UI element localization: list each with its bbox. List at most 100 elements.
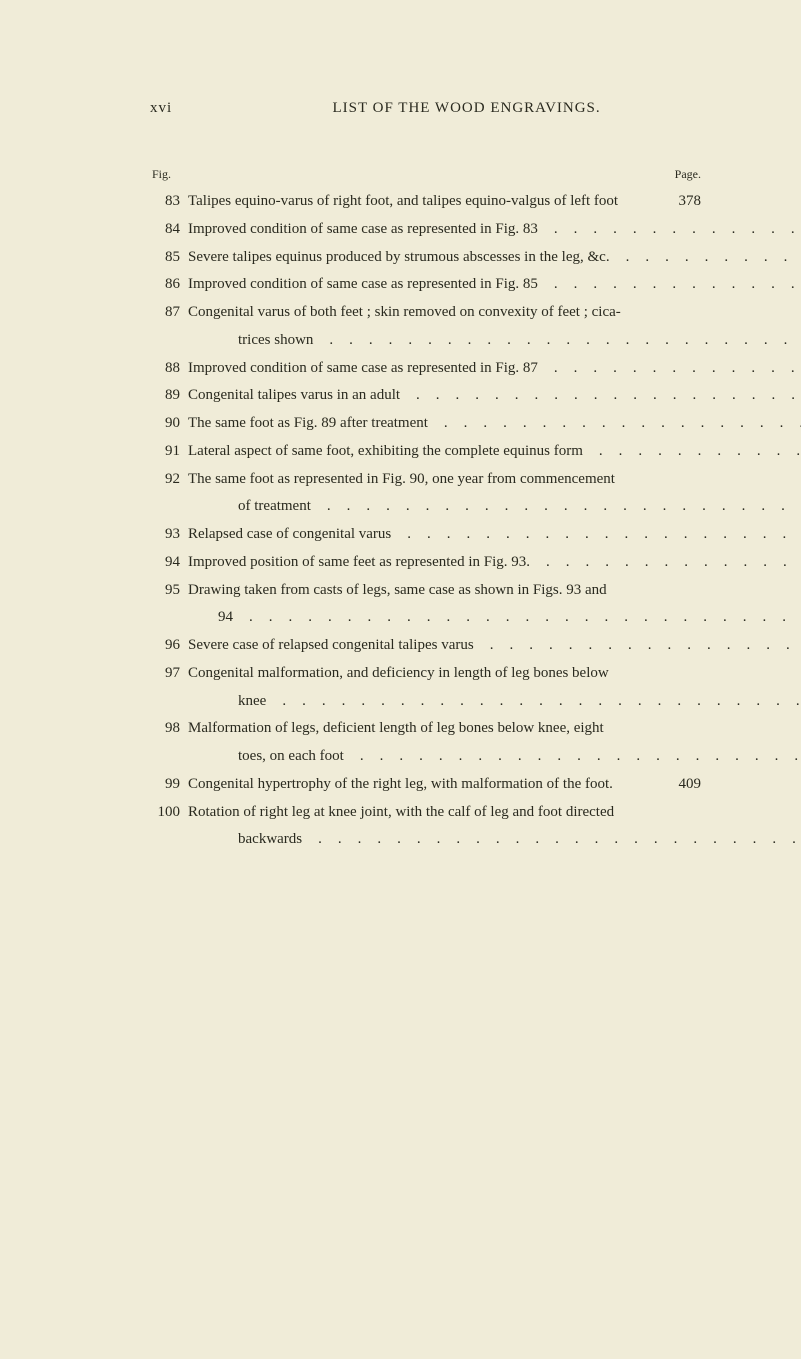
entry-line-text: knee	[238, 688, 266, 716]
entry-line-text: Talipes equino-varus of right foot, and …	[188, 188, 618, 216]
entry-line-text: Malformation of legs, deficient length o…	[188, 715, 604, 743]
entry-line: toes, on each foot......................…	[188, 743, 801, 771]
entry-line: The same foot as represented in Fig. 90,…	[188, 466, 801, 494]
entry-text: Improved condition of same case as repre…	[188, 355, 801, 383]
leader-dots: ..............................	[249, 604, 801, 632]
list-entry: 83 Talipes equino-varus of right foot, an…	[150, 188, 701, 216]
entry-text: Congenital malformation, and deficiency …	[188, 660, 801, 716]
entry-line-text: Improved position of same feet as repres…	[188, 549, 530, 577]
list-entry: 85Severe talipes equinus produced by str…	[150, 244, 701, 272]
col-header-page: Page.	[675, 167, 701, 182]
entry-line: Severe case of relapsed congenital talip…	[188, 632, 801, 660]
leader-dots: ..............................	[318, 826, 801, 854]
entry-line-text: toes, on each foot	[238, 743, 344, 771]
entry-number: 87	[150, 299, 180, 327]
entry-line-text: of treatment	[238, 493, 311, 521]
list-entry: 95Drawing taken from casts of legs, same…	[150, 577, 701, 633]
page-header: xvi LIST OF THE WOOD ENGRAVINGS.	[150, 100, 701, 117]
entry-number: 98	[150, 715, 180, 743]
leader-dots: ..............................	[329, 327, 801, 355]
leader-dots: ..............................	[546, 549, 801, 577]
entry-line: Congenital hypertrophy of the right leg,…	[188, 771, 661, 799]
entry-line: Malformation of legs, deficient length o…	[188, 715, 801, 743]
entry-text: Lateral aspect of same foot, exhibiting …	[188, 438, 801, 466]
entry-line-text: Improved condition of same case as repre…	[188, 271, 538, 299]
entry-line: Lateral aspect of same foot, exhibiting …	[188, 438, 801, 466]
entry-text: Improved condition of same case as repre…	[188, 216, 801, 244]
entry-line: The same foot as Fig. 89 after treatment…	[188, 410, 801, 438]
entry-number: 95	[150, 577, 180, 605]
entry-line: of treatment............................…	[188, 493, 801, 521]
entry-line: backwards..............................	[188, 826, 801, 854]
entry-text: Rotation of right leg at knee joint, wit…	[188, 799, 801, 855]
entry-number: 99	[150, 771, 180, 799]
entry-line-text: Congenital talipes varus in an adult	[188, 382, 400, 410]
entry-text: Relapsed case of congenital varus.......…	[188, 521, 801, 549]
entry-text: The same foot as represented in Fig. 90,…	[188, 466, 801, 522]
entry-number: 94	[150, 549, 180, 577]
entry-number: 96	[150, 632, 180, 660]
entry-line: Congenital malformation, and deficiency …	[188, 660, 801, 688]
list-entry: 86Improved condition of same case as rep…	[150, 271, 701, 299]
leader-dots: ..............................	[444, 410, 801, 438]
entry-line: Improved condition of same case as repre…	[188, 216, 801, 244]
leader-dots: ..............................	[327, 493, 801, 521]
leader-dots: ..............................	[626, 244, 801, 272]
leader-dots: ..............................	[599, 438, 801, 466]
entry-line-text: Congenital hypertrophy of the right leg,…	[188, 771, 613, 799]
page-number-roman: xvi	[150, 100, 172, 117]
list-entry: 99 Congenital hypertrophy of the right le…	[150, 771, 701, 799]
entry-line-text: The same foot as represented in Fig. 90,…	[188, 466, 615, 494]
entry-text: Drawing taken from casts of legs, same c…	[188, 577, 801, 633]
list-entry: 96 Severe case of relapsed congenital tal…	[150, 632, 701, 660]
entry-line: Congenital varus of both feet ; skin rem…	[188, 299, 801, 327]
entry-line-text: backwards	[238, 826, 302, 854]
header-title: LIST OF THE WOOD ENGRAVINGS.	[232, 100, 701, 117]
leader-dots: ..............................	[407, 521, 801, 549]
entry-line: 94..............................	[188, 604, 801, 632]
entry-line: Relapsed case of congenital varus.......…	[188, 521, 801, 549]
entry-number: 92	[150, 466, 180, 494]
entry-text: Improved position of same feet as repres…	[188, 549, 801, 577]
list-entry: 88 Improved condition of same case as rep…	[150, 355, 701, 383]
entry-line: Congenital talipes varus in an adult....…	[188, 382, 801, 410]
entry-text: Congenital talipes varus in an adult....…	[188, 382, 801, 410]
entry-line-text: The same foot as Fig. 89 after treatment	[188, 410, 428, 438]
entry-line: Talipes equino-varus of right foot, and …	[188, 188, 661, 216]
entry-text: Severe case of relapsed congenital talip…	[188, 632, 801, 660]
list-entry: 84Improved condition of same case as rep…	[150, 216, 701, 244]
entry-line-text: Severe case of relapsed congenital talip…	[188, 632, 474, 660]
entry-number: 90	[150, 410, 180, 438]
entry-text: Malformation of legs, deficient length o…	[188, 715, 801, 771]
entry-number: 89	[150, 382, 180, 410]
entry-number: 93	[150, 521, 180, 549]
entry-text: The same foot as Fig. 89 after treatment…	[188, 410, 801, 438]
entry-number: 85	[150, 244, 180, 272]
entry-line: Drawing taken from casts of legs, same c…	[188, 577, 801, 605]
leader-dots: ..............................	[554, 216, 801, 244]
entry-line: Improved condition of same case as repre…	[188, 271, 801, 299]
leader-dots: ..............................	[282, 688, 801, 716]
entry-line: trices shown............................…	[188, 327, 801, 355]
entry-line-text: Lateral aspect of same foot, exhibiting …	[188, 438, 583, 466]
leader-dots: ..............................	[360, 743, 801, 771]
entry-line: Rotation of right leg at knee joint, wit…	[188, 799, 801, 827]
entry-line-text: Improved condition of same case as repre…	[188, 355, 538, 383]
leader-dots: ..............................	[554, 271, 801, 299]
list-entry: 90 The same foot as Fig. 89 after treatme…	[150, 410, 701, 438]
entry-text: Congenital varus of both feet ; skin rem…	[188, 299, 801, 355]
col-header-fig: Fig.	[152, 167, 171, 182]
entry-text: Severe talipes equinus produced by strum…	[188, 244, 801, 272]
entry-line-text: Congenital malformation, and deficiency …	[188, 660, 609, 688]
entry-number: 83	[150, 188, 180, 216]
entry-line: knee..............................	[188, 688, 801, 716]
entry-number: 88	[150, 355, 180, 383]
entries-list: 83 Talipes equino-varus of right foot, an…	[150, 188, 701, 854]
leader-dots: ..............................	[490, 632, 801, 660]
list-entry: 100Rotation of right leg at knee joint, …	[150, 799, 701, 855]
list-entry: 94 Improved position of same feet as repr…	[150, 549, 701, 577]
entry-text: Talipes equino-varus of right foot, and …	[188, 188, 661, 216]
entry-line-text: Improved condition of same case as repre…	[188, 216, 538, 244]
leader-dots: ..............................	[554, 355, 801, 383]
entry-number: 97	[150, 660, 180, 688]
